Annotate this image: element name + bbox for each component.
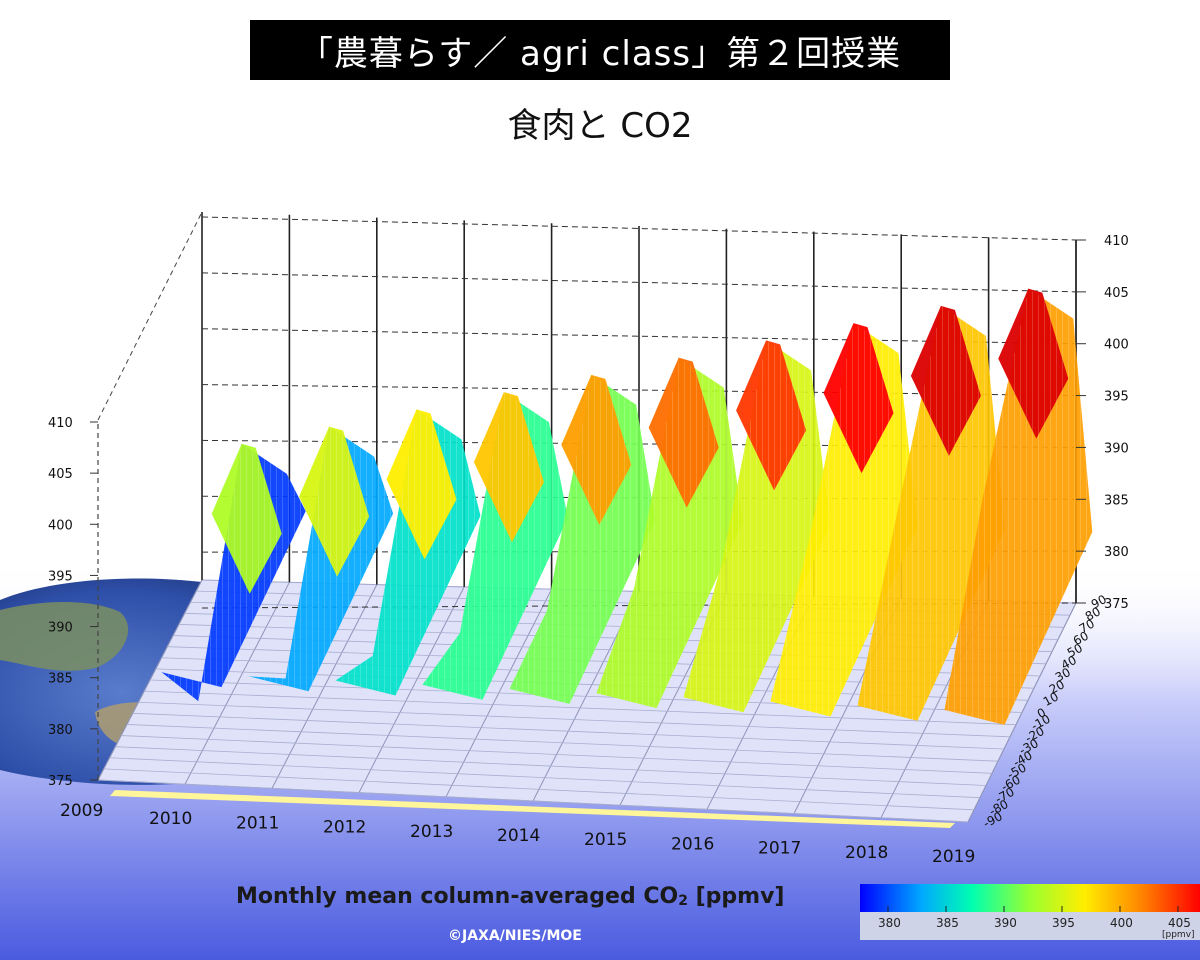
x-tick-label: 2012 <box>323 818 366 838</box>
z-tick-label-right: 390 <box>1104 441 1129 456</box>
z-tick-label-left: 375 <box>48 774 73 789</box>
z-axis-left-ticks: 375 380 385 390 395 400 405 410 <box>48 416 98 789</box>
floor-grid-line <box>109 757 981 799</box>
latitude-tick-label: 10 <box>1041 689 1061 709</box>
ridge-texture <box>596 357 743 709</box>
z-tick-label-left: 395 <box>48 569 73 584</box>
ridge-year <box>944 288 1093 725</box>
chart-caption: Monthly mean column-averaged CO2 [ppmv] <box>236 884 785 909</box>
z-tick-label-right: 410 <box>1104 234 1129 249</box>
x-tick-label: 2014 <box>497 826 540 846</box>
z-tick-label-left: 410 <box>48 416 73 431</box>
colorbar-unit: [ppmv] <box>1162 930 1195 940</box>
floor-grid <box>97 579 1077 823</box>
latitude-tick-label: 90 <box>1089 592 1109 612</box>
latitude-tick-label: 80 <box>1083 604 1103 624</box>
z-tick-label-right: 380 <box>1104 545 1129 560</box>
floor-grid-line <box>138 701 1011 738</box>
latitude-tick-label: 40 <box>1059 653 1079 673</box>
floor-grid-line <box>144 690 1017 726</box>
floor-grid-line <box>132 712 1005 750</box>
ridge-year <box>857 305 1005 721</box>
z-tick-label-right: 405 <box>1104 286 1129 301</box>
floor-grid-line <box>97 779 969 823</box>
latitude-axis-ticks: 9080706050403020100-10-20-30-40-50-60-70… <box>981 592 1109 831</box>
ridge-year <box>422 392 568 700</box>
latitude-tick-label: 30 <box>1053 665 1073 685</box>
ridge-year <box>770 323 918 717</box>
floor-grid-line <box>126 724 999 762</box>
ridge-year <box>596 357 743 709</box>
latitude-tick-label: 50 <box>1065 641 1085 661</box>
x-tick-label: 2016 <box>671 834 714 854</box>
z-axis-right-ticks: 375 380 385 390 395 400 405 410 <box>1076 234 1129 612</box>
x-tick-label: 2017 <box>758 839 801 859</box>
x-tick-label: 2015 <box>584 830 627 850</box>
z-tick-label-right: 375 <box>1104 597 1129 612</box>
colorbar-tick-label: 400 <box>1110 916 1133 930</box>
year-axis-bar <box>110 790 955 828</box>
ridge-year <box>161 443 306 702</box>
x-tick-label: 2011 <box>236 813 279 833</box>
z-tick-label-right: 395 <box>1104 390 1129 405</box>
z-tick-label-left: 390 <box>48 621 73 636</box>
floor-grid-line <box>121 735 993 774</box>
ridge-texture <box>770 323 918 717</box>
back-wall-gridline <box>201 328 1077 345</box>
latitude-tick-label: 60 <box>1071 629 1091 649</box>
page-title: 「農暮らす／ agri class」第２回授業 <box>250 20 950 80</box>
ridge-texture <box>509 374 656 704</box>
colorbar: 380 385 390 395 400 405 <box>860 884 1200 940</box>
z-tick-label-left: 385 <box>48 672 73 687</box>
colorbar-tick-label: 380 <box>878 916 901 930</box>
x-tick-label: 2010 <box>149 809 192 829</box>
colorbar-tick-label: 395 <box>1052 916 1075 930</box>
left-axis-diagonal <box>97 211 203 421</box>
ridge-texture <box>944 288 1093 725</box>
credit-text: ©JAXA/NIES/MOE <box>448 928 582 944</box>
colorbar-tick-label: 390 <box>994 916 1017 930</box>
back-wall-gridline <box>201 272 1077 293</box>
z-tick-label-right: 385 <box>1104 493 1129 508</box>
ridge-texture <box>857 305 1005 721</box>
latitude-tick-label: 20 <box>1047 677 1067 697</box>
z-tick-label-right: 400 <box>1104 338 1129 353</box>
co2-ridges <box>161 288 1093 725</box>
x-tick-label: 2013 <box>410 822 453 842</box>
ridge-texture <box>248 426 394 692</box>
ridge-texture <box>335 409 481 696</box>
ridge-year <box>248 426 394 692</box>
back-wall-gridline <box>201 384 1077 397</box>
floor-grid-line <box>115 746 987 786</box>
back-wall-gridline <box>201 216 1077 241</box>
floor-grid-line <box>103 768 975 811</box>
x-tick-label: 2009 <box>60 801 103 821</box>
x-tick-label: 2018 <box>845 843 888 863</box>
colorbar-tick-label: 405 <box>1168 916 1191 930</box>
ridge-texture <box>422 392 568 700</box>
page-subtitle: 食肉と CO2 <box>507 106 693 146</box>
ridge-texture <box>683 340 831 713</box>
ridge-year <box>683 340 831 713</box>
z-tick-label-left: 380 <box>48 723 73 738</box>
colorbar-tick-label: 385 <box>936 916 959 930</box>
ridge-texture <box>161 443 306 702</box>
x-axis-ticks: 2009 2010 2011 2012 2013 2014 2015 2016 2017 2018… <box>60 801 975 867</box>
z-tick-label-left: 405 <box>48 467 73 482</box>
z-tick-label-left: 400 <box>48 518 73 533</box>
ridge-year <box>335 409 481 696</box>
x-tick-label: 2019 <box>932 847 975 867</box>
ridge-year <box>509 374 656 704</box>
latitude-tick-label: 70 <box>1077 616 1097 636</box>
